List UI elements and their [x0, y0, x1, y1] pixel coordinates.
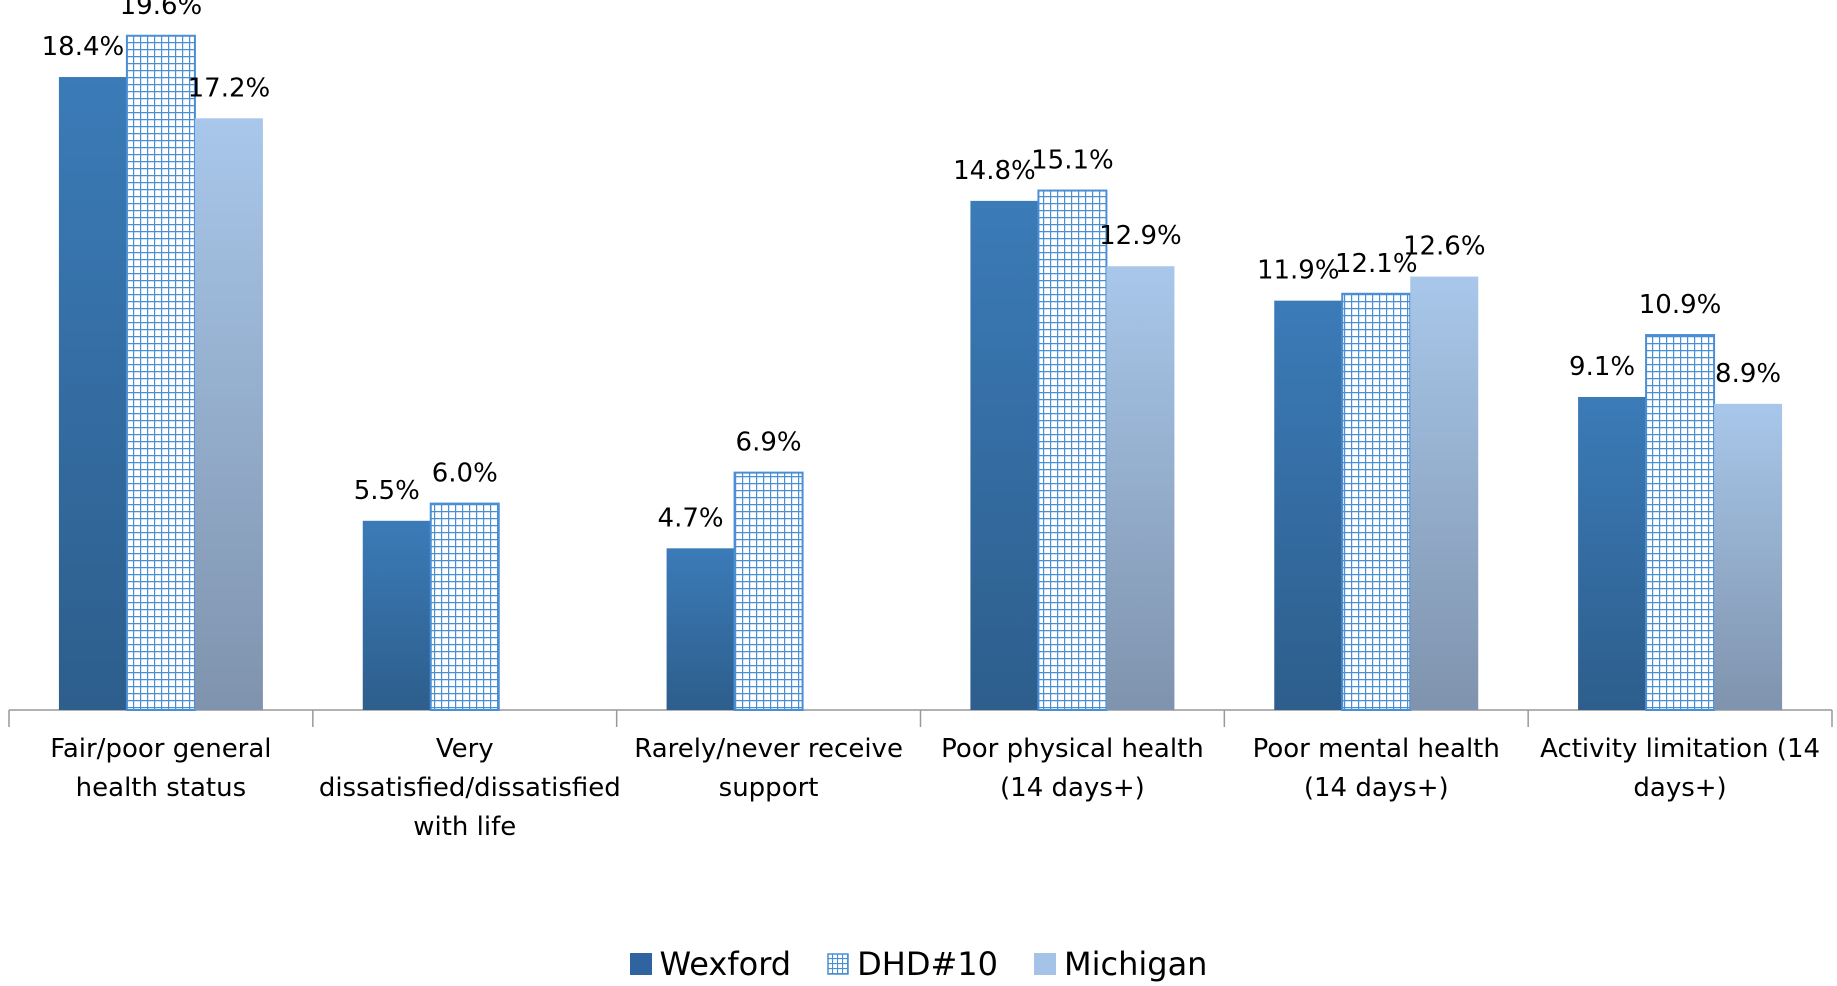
data-label: 4.7% [658, 503, 724, 533]
bar [1578, 396, 1647, 710]
data-label: 17.2% [188, 73, 271, 103]
data-label: 6.0% [432, 459, 498, 489]
legend-swatch [1033, 953, 1056, 975]
x-tick-label: Very dissatisfied/dissatisfied with life [318, 734, 621, 842]
data-label: 15.1% [1031, 146, 1114, 176]
data-label: 9.1% [1569, 352, 1635, 382]
bar [733, 471, 804, 712]
bar [1274, 300, 1343, 710]
data-label: 10.9% [1639, 290, 1722, 320]
legend-label: Wexford [659, 945, 792, 983]
legend-swatch [827, 953, 849, 975]
bar [362, 520, 431, 710]
legend-swatch [629, 953, 652, 975]
data-label: 11.9% [1257, 256, 1340, 286]
x-tick-label: Activity limitation (14 days+) [1540, 734, 1821, 803]
x-tick-label: Fair/poor general health status [50, 734, 272, 803]
chart: 18.4% 19.6% 17.2% 5.5% 6.0% 4.7% 6.9% 14.8%15.1… [8, 0, 1833, 727]
bar [666, 548, 735, 710]
data-label: 12.1% [1335, 249, 1418, 279]
data-label: 18.4% [42, 32, 125, 62]
x-tick-label: Poor mental health (14 days+) [1252, 734, 1500, 803]
data-label: 19.6% [120, 0, 203, 21]
data-label: 14.8% [953, 156, 1036, 186]
legend-label: Michigan [1063, 945, 1208, 983]
bar [1037, 189, 1108, 711]
legend-label: DHD#10 [857, 945, 998, 983]
legend-item: Michigan [1033, 945, 1208, 983]
bar [970, 200, 1039, 710]
bar [194, 118, 263, 710]
legend: Wexford DHD#10 Michigan [0, 945, 1837, 983]
bar [1714, 403, 1783, 710]
data-label: 12.9% [1099, 221, 1182, 251]
bar [58, 77, 127, 711]
legend-item: Wexford [629, 945, 792, 983]
data-label: 8.9% [1715, 359, 1781, 389]
data-label: 6.9% [736, 428, 802, 458]
bar [1410, 276, 1479, 710]
bar [1341, 292, 1412, 711]
x-tick-label: Poor physical health (14 days+) [941, 734, 1204, 803]
bar [125, 34, 196, 711]
legend-item: DHD#10 [827, 945, 998, 983]
bar [1645, 334, 1716, 711]
data-label: 5.5% [354, 476, 420, 506]
data-label: 12.6% [1403, 232, 1486, 262]
bar [429, 502, 500, 711]
x-tick-label: Rarely/never receive support [634, 734, 903, 803]
bar [1106, 266, 1175, 710]
